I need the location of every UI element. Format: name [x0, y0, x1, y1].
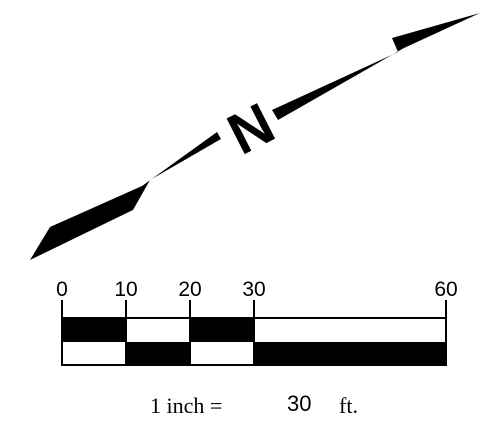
- north-arrow: N: [30, 13, 480, 260]
- north-arrow-tail-icon: [30, 132, 221, 260]
- scale-tick-label: 20: [178, 278, 201, 301]
- scale-segment-top: [254, 318, 446, 342]
- scale-tick-label: 0: [56, 278, 68, 301]
- scale-ratio: 1 inch = 30 ft.: [150, 391, 358, 418]
- north-arrow-head-icon: [272, 13, 480, 120]
- ratio-value: 30: [287, 391, 311, 416]
- scale-segment-bottom: [254, 342, 446, 365]
- scale-segment-bottom: [126, 342, 190, 365]
- scale-tick-label: 30: [242, 278, 265, 301]
- north-letter: N: [218, 91, 285, 168]
- scale-segment-top: [190, 318, 254, 342]
- ratio-unit: ft.: [339, 393, 358, 418]
- scale-segment-bottom: [62, 342, 126, 365]
- scale-tick-label: 10: [114, 278, 137, 301]
- scale-tick-label: 60: [434, 278, 457, 301]
- scale-segment-top: [62, 318, 126, 342]
- scale-segment-top: [126, 318, 190, 342]
- scale-bar: 0 10 20 30 60: [56, 278, 458, 366]
- ratio-prefix: 1 inch =: [150, 393, 222, 418]
- scale-segment-bottom: [190, 342, 254, 365]
